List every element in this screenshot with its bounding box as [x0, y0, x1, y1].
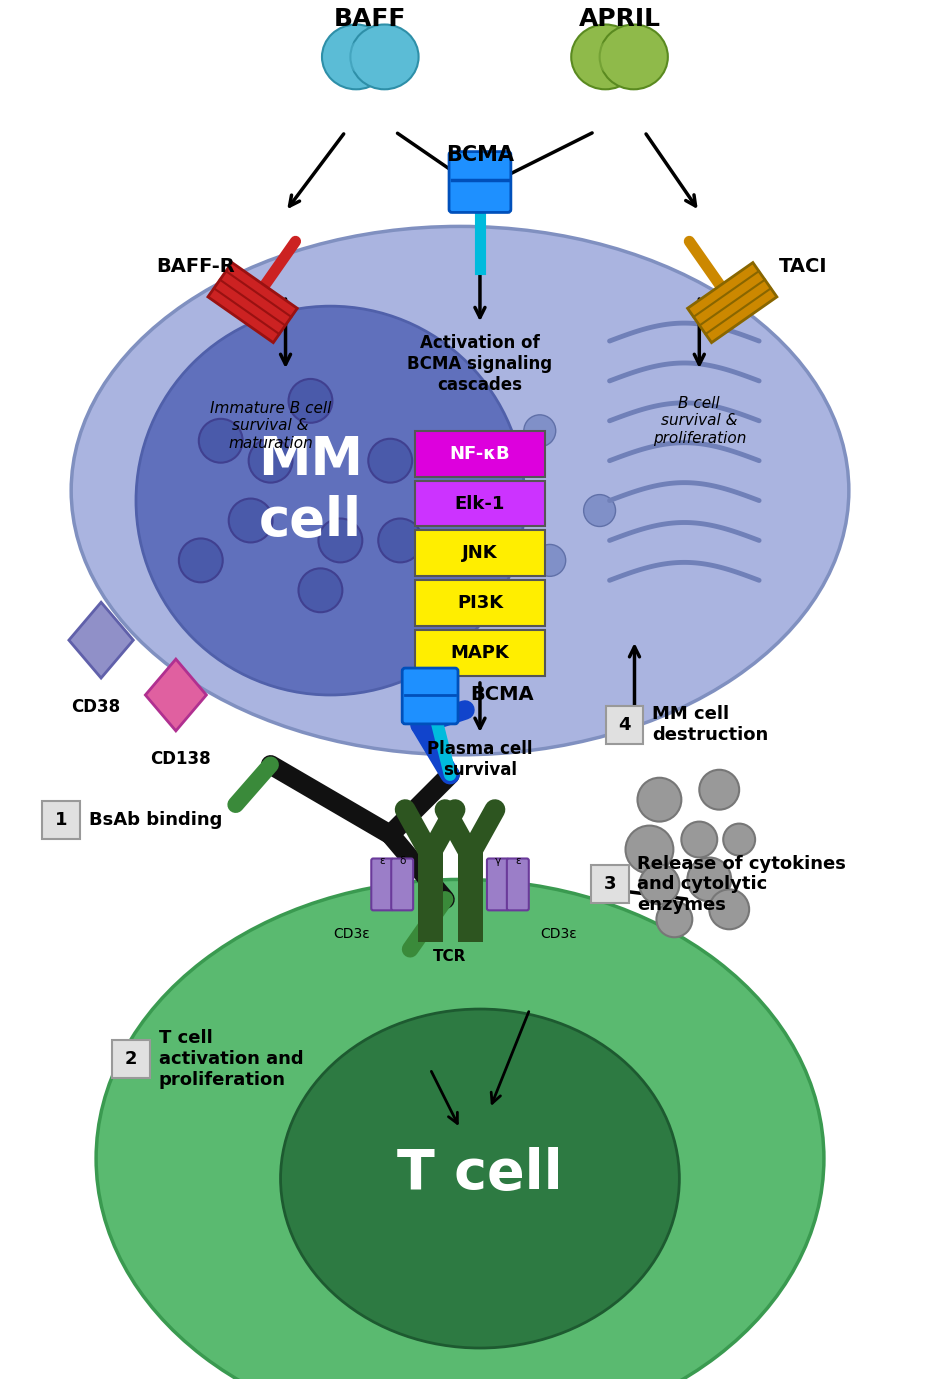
FancyBboxPatch shape: [605, 706, 643, 744]
Text: CD3ε: CD3ε: [333, 927, 370, 942]
Text: BAFF: BAFF: [334, 7, 406, 30]
FancyBboxPatch shape: [448, 152, 510, 213]
Text: MM cell
destruction: MM cell destruction: [651, 706, 767, 744]
Text: δ: δ: [398, 856, 405, 866]
Text: JNK: JNK: [461, 544, 497, 562]
Ellipse shape: [346, 37, 393, 76]
Circle shape: [638, 865, 678, 905]
Text: CD138: CD138: [150, 750, 211, 768]
Circle shape: [687, 858, 730, 902]
Circle shape: [298, 569, 342, 612]
Text: ε: ε: [514, 856, 520, 866]
Circle shape: [378, 518, 421, 562]
Circle shape: [637, 778, 680, 822]
Text: NF-κB: NF-κB: [449, 445, 509, 463]
Bar: [415, 530, 544, 576]
Bar: [415, 630, 544, 677]
Circle shape: [583, 494, 615, 526]
Ellipse shape: [350, 25, 419, 90]
Text: 3: 3: [602, 876, 615, 894]
FancyBboxPatch shape: [402, 668, 458, 724]
Text: BAFF-R: BAFF-R: [156, 257, 235, 276]
Text: BCMA: BCMA: [470, 685, 533, 704]
Circle shape: [708, 889, 748, 929]
Circle shape: [722, 823, 754, 855]
Text: Plasma cell
survival: Plasma cell survival: [427, 740, 532, 779]
Text: ε: ε: [379, 856, 384, 866]
Ellipse shape: [280, 1010, 678, 1348]
Circle shape: [523, 414, 555, 446]
Circle shape: [625, 826, 673, 873]
Text: Immature B cell
survival &
maturation: Immature B cell survival & maturation: [210, 400, 331, 450]
Text: 1: 1: [55, 811, 68, 829]
Ellipse shape: [571, 25, 638, 90]
Text: MM
cell: MM cell: [258, 435, 363, 547]
Text: BCMA: BCMA: [445, 145, 513, 164]
Text: Release of cytokines
and cytolytic
enzymes: Release of cytokines and cytolytic enzym…: [637, 855, 845, 914]
Circle shape: [249, 439, 292, 482]
FancyBboxPatch shape: [371, 859, 393, 910]
Text: B cell
survival &
proliferation: B cell survival & proliferation: [651, 396, 745, 446]
Circle shape: [367, 439, 412, 482]
Polygon shape: [208, 262, 297, 342]
Circle shape: [699, 769, 739, 809]
Ellipse shape: [135, 307, 524, 695]
Text: T cell: T cell: [396, 1146, 562, 1200]
Circle shape: [289, 378, 332, 423]
Circle shape: [228, 499, 272, 543]
Text: APRIL: APRIL: [578, 7, 660, 30]
Text: γ: γ: [495, 856, 500, 866]
Text: PI3K: PI3K: [457, 594, 502, 612]
Bar: [415, 580, 544, 626]
FancyBboxPatch shape: [507, 859, 528, 910]
Circle shape: [318, 518, 362, 562]
Text: Activation of
BCMA signaling
cascades: Activation of BCMA signaling cascades: [407, 334, 552, 394]
Circle shape: [656, 902, 691, 938]
Text: Elk-1: Elk-1: [455, 494, 505, 512]
Text: CD3ε: CD3ε: [539, 927, 576, 942]
Circle shape: [179, 539, 223, 583]
Text: TACI: TACI: [779, 257, 827, 276]
Polygon shape: [145, 659, 206, 731]
Polygon shape: [69, 602, 133, 678]
FancyBboxPatch shape: [42, 801, 80, 838]
FancyBboxPatch shape: [486, 859, 509, 910]
Polygon shape: [687, 262, 776, 342]
FancyBboxPatch shape: [112, 1040, 149, 1077]
Ellipse shape: [322, 25, 390, 90]
Text: TCR: TCR: [432, 949, 466, 964]
Text: 2: 2: [124, 1050, 137, 1068]
Text: MAPK: MAPK: [450, 644, 509, 661]
Ellipse shape: [96, 880, 823, 1381]
Ellipse shape: [599, 25, 667, 90]
Ellipse shape: [71, 226, 848, 755]
Bar: [415, 431, 544, 476]
Text: CD38: CD38: [71, 697, 121, 715]
FancyBboxPatch shape: [391, 859, 413, 910]
Text: T cell
activation and
proliferation: T cell activation and proliferation: [159, 1029, 303, 1088]
Circle shape: [680, 822, 716, 858]
Bar: [415, 481, 544, 526]
Text: 4: 4: [618, 715, 630, 733]
Circle shape: [199, 418, 242, 463]
FancyBboxPatch shape: [590, 866, 628, 903]
Ellipse shape: [595, 37, 642, 76]
Text: BsAb binding: BsAb binding: [89, 811, 223, 829]
Circle shape: [534, 544, 565, 576]
